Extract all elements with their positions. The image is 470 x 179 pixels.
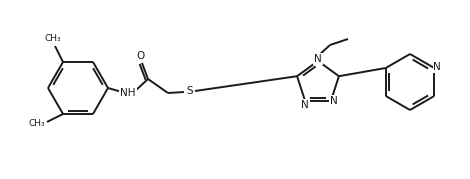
Text: N: N [433,62,441,72]
Text: S: S [187,86,193,96]
Text: N: N [314,54,322,64]
Text: N: N [330,96,338,106]
Text: O: O [136,51,144,61]
Text: N: N [301,100,309,110]
Text: CH₃: CH₃ [29,119,45,129]
Text: NH: NH [120,88,136,98]
Text: CH₃: CH₃ [45,33,61,43]
